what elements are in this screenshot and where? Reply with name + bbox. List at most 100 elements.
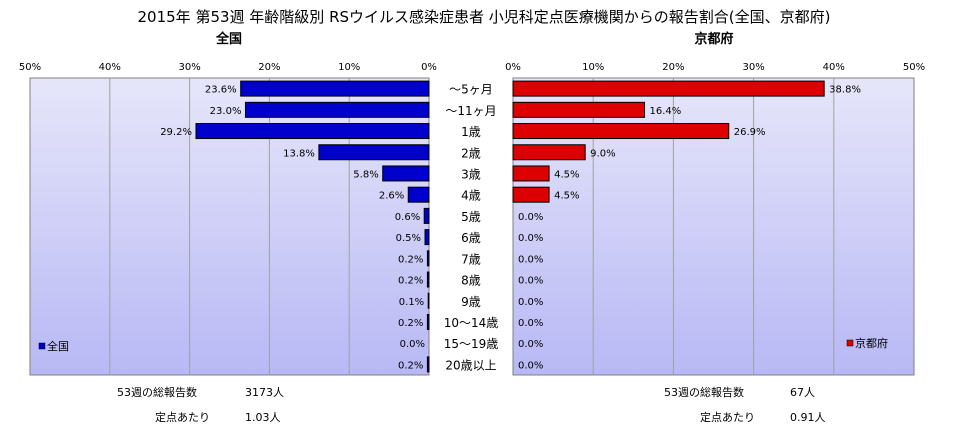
category-label: 15～19歳	[444, 337, 499, 351]
right-legend-swatch	[846, 339, 854, 347]
category-label: 3歳	[461, 167, 481, 181]
category-label: 7歳	[461, 252, 481, 266]
left-data-label: 29.2%	[160, 127, 192, 138]
left-data-label: 0.2%	[398, 276, 423, 287]
right-bar	[512, 186, 550, 203]
left-data-label: 0.1%	[399, 297, 424, 308]
left-bar	[244, 101, 430, 118]
left-bar	[426, 271, 430, 288]
right-tick-label: 10%	[582, 62, 604, 73]
left-tick-label: 20%	[258, 62, 280, 73]
left-data-label: 23.6%	[205, 85, 237, 96]
left-bar	[426, 356, 430, 373]
left-data-labels: 23.6% 23.0% 29.2% 13.8% 5.8%2.6% 0.6% 0.5% 0.2%…	[160, 85, 425, 372]
category-label: 2歳	[461, 146, 481, 160]
left-data-label: 0.2%	[398, 318, 423, 329]
right-data-label: 0.0%	[518, 233, 543, 244]
right-data-label: 0.0%	[518, 254, 543, 265]
left-legend-swatch	[38, 342, 46, 350]
right-data-label: 26.9%	[734, 127, 766, 138]
left-data-label: 23.0%	[210, 106, 242, 117]
left-data-label: 0.0%	[400, 339, 425, 350]
right-data-label: 0.0%	[518, 339, 543, 350]
right-data-label: 16.4%	[650, 106, 682, 117]
left-bar	[407, 186, 430, 203]
category-label: ～5ヶ月	[449, 83, 493, 97]
right-legend-label: 京都府	[855, 336, 888, 350]
kyoto-total-value: 67人	[790, 386, 815, 399]
right-data-label: 4.5%	[554, 191, 579, 202]
right-data-label: 9.0%	[590, 148, 615, 159]
right-data-label: 0.0%	[518, 360, 543, 371]
right-tick-label: 20%	[662, 62, 684, 73]
kyoto-total-label: 53週の総報告数	[664, 385, 744, 399]
left-tick-labels: 50% 40% 30% 20% 10% 0%	[19, 62, 437, 73]
category-label: 9歳	[461, 295, 481, 309]
right-bar	[512, 144, 586, 161]
category-label: 5歳	[461, 210, 481, 224]
left-tick-label: 30%	[178, 62, 200, 73]
right-data-label: 0.0%	[518, 297, 543, 308]
category-label: 1歳	[461, 125, 481, 139]
left-bar	[427, 292, 430, 309]
category-label: ～11ヶ月	[445, 104, 496, 118]
right-tick-label: 30%	[742, 62, 764, 73]
national-per-site-value: 1.03人	[245, 411, 281, 424]
left-legend: 全国	[38, 339, 69, 353]
chart-title: 2015年 第53週 年齢階級別 RSウイルス感染症患者 小児科定点医療機関から…	[138, 8, 831, 26]
kyoto-summary: 53週の総報告数 67人 定点あたり 0.91人	[664, 385, 826, 424]
right-plot-area	[512, 77, 915, 376]
category-label: 8歳	[461, 274, 481, 288]
left-data-label: 13.8%	[283, 148, 315, 159]
national-per-site-label: 定点あたり	[155, 410, 210, 424]
left-tick-label: 40%	[99, 62, 121, 73]
right-tick-label: 0%	[505, 62, 521, 73]
left-panel: 50% 40% 30% 20% 10% 0% 23.6% 23.0% 29.2% 13.8% 5.…	[19, 62, 437, 376]
left-bar	[318, 144, 430, 161]
left-bars	[195, 80, 430, 373]
left-data-label: 0.2%	[398, 254, 423, 265]
left-data-label: 2.6%	[379, 191, 404, 202]
right-bar	[512, 80, 825, 97]
right-tick-label: 50%	[903, 62, 925, 73]
right-bar	[512, 165, 550, 182]
right-data-label: 0.0%	[518, 212, 543, 223]
left-bar	[423, 207, 430, 224]
left-tick-label: 10%	[338, 62, 360, 73]
right-data-label: 0.0%	[518, 276, 543, 287]
right-legend: 京都府	[846, 336, 888, 350]
right-tick-labels: 0% 10% 20% 30% 40% 50%	[505, 62, 925, 73]
left-bar	[195, 123, 430, 140]
left-bar	[240, 80, 430, 97]
category-label: 6歳	[461, 231, 481, 245]
kyoto-per-site-label: 定点あたり	[700, 410, 755, 424]
category-label: 4歳	[461, 189, 481, 203]
right-tick-label: 40%	[823, 62, 845, 73]
left-tick-label: 0%	[421, 62, 437, 73]
right-panel: 0% 10% 20% 30% 40% 50% 38.8% 16.4% 26.9% 9.0% 4.5…	[505, 62, 925, 376]
left-tick-label: 50%	[19, 62, 41, 73]
left-bar	[382, 165, 430, 182]
left-data-label: 0.5%	[396, 233, 421, 244]
left-data-label: 0.6%	[395, 212, 420, 223]
left-data-label: 0.2%	[398, 360, 423, 371]
left-panel-title: 全国	[215, 31, 242, 47]
category-labels: ～5ヶ月 ～11ヶ月 1歳 2歳 3歳 4歳 5歳 6歳 7歳 8歳 9歳 10～14歳 15～19歳 2…	[444, 83, 499, 373]
right-panel-title: 京都府	[694, 31, 733, 47]
category-label: 20歳以上	[445, 358, 496, 372]
category-label: 10～14歳	[444, 316, 499, 330]
left-bar	[426, 250, 430, 267]
right-bar	[512, 101, 646, 118]
right-data-labels: 38.8% 16.4% 26.9% 9.0% 4.5% 4.5% 0.0% 0.0% 0.0% 0…	[518, 85, 861, 372]
right-bars	[512, 80, 825, 203]
left-bar	[424, 229, 430, 246]
right-bar	[512, 123, 730, 140]
left-legend-label: 全国	[47, 339, 69, 353]
national-summary: 53週の総報告数 3173人 定点あたり 1.03人	[117, 385, 284, 424]
left-bar	[426, 313, 430, 330]
national-total-label: 53週の総報告数	[117, 385, 197, 399]
right-data-label: 38.8%	[829, 85, 861, 96]
left-plot-area	[29, 77, 430, 376]
